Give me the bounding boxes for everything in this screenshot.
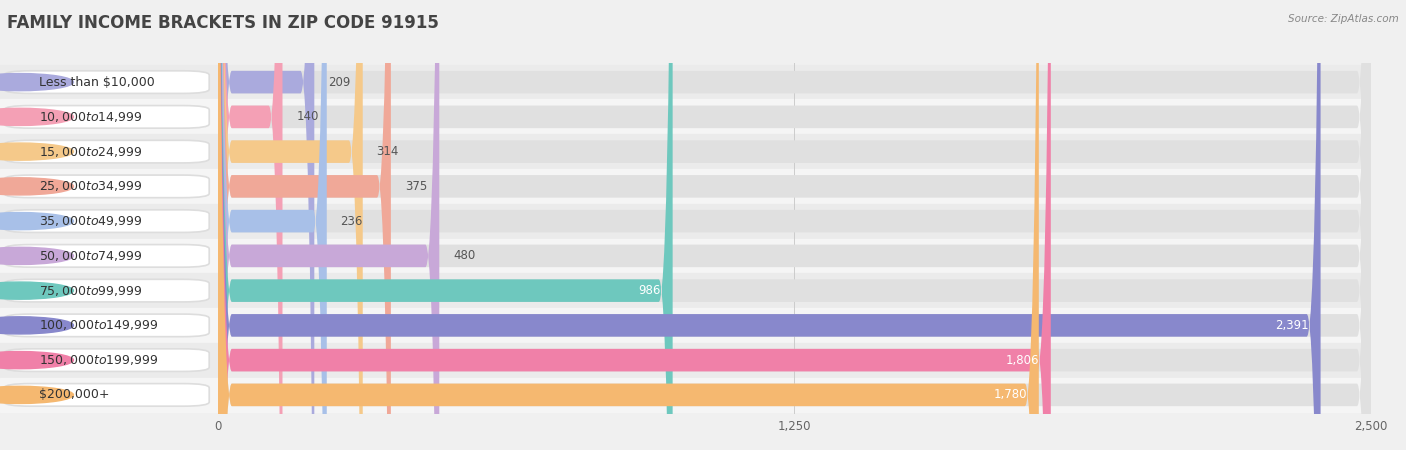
Text: $15,000 to $24,999: $15,000 to $24,999 bbox=[39, 144, 143, 158]
Bar bbox=[218, 204, 1371, 238]
FancyBboxPatch shape bbox=[218, 0, 1371, 450]
Bar bbox=[0, 273, 218, 308]
Text: 2,391: 2,391 bbox=[1275, 319, 1309, 332]
FancyBboxPatch shape bbox=[218, 0, 1371, 450]
FancyBboxPatch shape bbox=[218, 0, 1371, 450]
Text: $150,000 to $199,999: $150,000 to $199,999 bbox=[39, 353, 159, 367]
Bar bbox=[0, 343, 218, 378]
Bar bbox=[0, 204, 218, 238]
FancyBboxPatch shape bbox=[218, 0, 363, 450]
Bar bbox=[218, 343, 1371, 378]
Bar bbox=[0, 65, 218, 99]
FancyBboxPatch shape bbox=[218, 0, 672, 450]
FancyBboxPatch shape bbox=[218, 0, 1371, 450]
FancyBboxPatch shape bbox=[4, 245, 209, 267]
Circle shape bbox=[0, 317, 73, 334]
Text: $75,000 to $99,999: $75,000 to $99,999 bbox=[39, 284, 143, 297]
FancyBboxPatch shape bbox=[218, 0, 1371, 450]
Text: $50,000 to $74,999: $50,000 to $74,999 bbox=[39, 249, 143, 263]
FancyBboxPatch shape bbox=[218, 0, 1050, 450]
Bar bbox=[218, 273, 1371, 308]
Text: 1,806: 1,806 bbox=[1005, 354, 1039, 367]
Text: $100,000 to $149,999: $100,000 to $149,999 bbox=[39, 319, 159, 333]
FancyBboxPatch shape bbox=[218, 0, 326, 450]
Bar bbox=[0, 238, 218, 273]
Circle shape bbox=[0, 386, 73, 404]
Bar bbox=[218, 378, 1371, 412]
FancyBboxPatch shape bbox=[4, 279, 209, 302]
Bar bbox=[218, 99, 1371, 134]
Text: 480: 480 bbox=[453, 249, 475, 262]
Circle shape bbox=[0, 73, 73, 91]
FancyBboxPatch shape bbox=[218, 0, 1371, 450]
Text: 209: 209 bbox=[328, 76, 350, 89]
Bar bbox=[0, 99, 218, 134]
FancyBboxPatch shape bbox=[218, 0, 1371, 450]
FancyBboxPatch shape bbox=[218, 0, 1371, 450]
Bar bbox=[0, 308, 218, 343]
Circle shape bbox=[0, 178, 73, 195]
Text: Source: ZipAtlas.com: Source: ZipAtlas.com bbox=[1288, 14, 1399, 23]
Bar bbox=[0, 134, 218, 169]
Bar bbox=[218, 238, 1371, 273]
FancyBboxPatch shape bbox=[4, 71, 209, 94]
FancyBboxPatch shape bbox=[4, 175, 209, 198]
Circle shape bbox=[0, 212, 73, 230]
Text: $200,000+: $200,000+ bbox=[39, 388, 110, 401]
FancyBboxPatch shape bbox=[218, 0, 391, 450]
Bar bbox=[0, 378, 218, 412]
FancyBboxPatch shape bbox=[218, 0, 1039, 450]
Text: FAMILY INCOME BRACKETS IN ZIP CODE 91915: FAMILY INCOME BRACKETS IN ZIP CODE 91915 bbox=[7, 14, 439, 32]
FancyBboxPatch shape bbox=[218, 0, 283, 450]
Circle shape bbox=[0, 351, 73, 369]
Text: 1,780: 1,780 bbox=[994, 388, 1028, 401]
FancyBboxPatch shape bbox=[218, 0, 315, 450]
Text: 314: 314 bbox=[377, 145, 399, 158]
Text: $10,000 to $14,999: $10,000 to $14,999 bbox=[39, 110, 143, 124]
FancyBboxPatch shape bbox=[4, 314, 209, 337]
FancyBboxPatch shape bbox=[218, 0, 1371, 450]
Bar bbox=[218, 169, 1371, 204]
FancyBboxPatch shape bbox=[4, 383, 209, 406]
FancyBboxPatch shape bbox=[218, 0, 1371, 450]
Text: $35,000 to $49,999: $35,000 to $49,999 bbox=[39, 214, 143, 228]
FancyBboxPatch shape bbox=[4, 140, 209, 163]
Text: 375: 375 bbox=[405, 180, 427, 193]
FancyBboxPatch shape bbox=[4, 349, 209, 371]
Text: 236: 236 bbox=[340, 215, 363, 228]
Text: 140: 140 bbox=[297, 110, 319, 123]
Circle shape bbox=[0, 108, 73, 126]
FancyBboxPatch shape bbox=[4, 210, 209, 232]
Circle shape bbox=[0, 282, 73, 299]
FancyBboxPatch shape bbox=[4, 106, 209, 128]
Bar bbox=[218, 65, 1371, 99]
Bar bbox=[218, 308, 1371, 343]
Circle shape bbox=[0, 248, 73, 265]
FancyBboxPatch shape bbox=[218, 0, 439, 450]
Circle shape bbox=[0, 143, 73, 160]
FancyBboxPatch shape bbox=[218, 0, 1320, 450]
Text: Less than $10,000: Less than $10,000 bbox=[39, 76, 155, 89]
Bar bbox=[218, 134, 1371, 169]
Bar bbox=[0, 169, 218, 204]
Text: $25,000 to $34,999: $25,000 to $34,999 bbox=[39, 180, 143, 194]
Text: 986: 986 bbox=[638, 284, 661, 297]
